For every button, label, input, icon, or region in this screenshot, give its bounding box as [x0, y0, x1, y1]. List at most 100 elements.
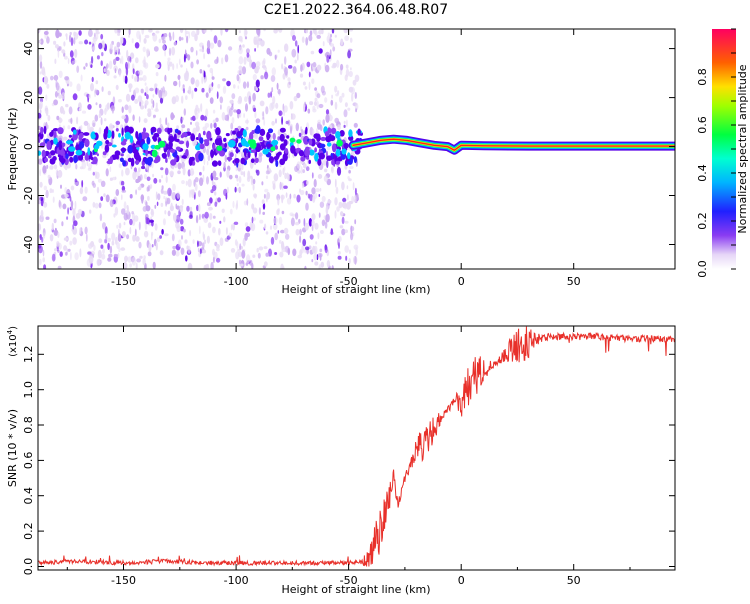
noise-speckle: [98, 238, 103, 244]
noise-speckle: [212, 215, 216, 219]
noise-speckle: [71, 60, 75, 65]
band-blob: [255, 143, 262, 153]
noise-speckle: [337, 124, 341, 131]
noise-speckle: [69, 196, 72, 202]
noise-speckle: [196, 29, 200, 36]
noise-speckle: [302, 169, 306, 174]
noise-speckle: [297, 254, 303, 259]
noise-speckle: [245, 126, 249, 131]
noise-speckle: [84, 186, 88, 194]
band-blob: [69, 156, 74, 163]
noise-speckle: [121, 115, 126, 120]
noise-speckle: [344, 102, 348, 108]
snr-x-axis-label: Height of straight line (km): [281, 583, 430, 596]
band-blob: [64, 157, 69, 166]
band-blob: [308, 159, 312, 164]
noise-speckle: [289, 212, 294, 216]
noise-speckle: [100, 60, 103, 67]
noise-speckle: [252, 184, 255, 191]
noise-speckle: [284, 172, 288, 180]
band-blob: [244, 149, 247, 157]
noise-speckle: [104, 226, 108, 235]
band-blob: [92, 133, 96, 139]
noise-speckle: [317, 232, 320, 240]
noise-speckle: [61, 49, 66, 54]
noise-speckle: [287, 153, 291, 159]
noise-speckle: [142, 75, 147, 82]
noise-speckle: [305, 246, 310, 251]
noise-speckle: [201, 87, 205, 93]
noise-speckle: [229, 99, 234, 104]
noise-speckle: [337, 255, 342, 260]
noise-speckle: [149, 219, 155, 223]
band-blob: [197, 142, 201, 149]
noise-speckle: [197, 247, 200, 253]
noise-speckle: [72, 93, 78, 101]
noise-speckle: [321, 195, 326, 203]
noise-speckle: [245, 262, 249, 266]
band-blob: [267, 128, 274, 134]
band-blob: [286, 135, 290, 139]
noise-speckle: [150, 211, 154, 215]
band-blob: [46, 141, 52, 150]
band-blob: [298, 150, 305, 157]
noise-speckle: [220, 104, 222, 110]
noise-speckle: [105, 232, 108, 241]
noise-speckle: [65, 33, 68, 37]
noise-speckle: [350, 67, 352, 71]
noise-speckle: [183, 108, 186, 116]
noise-speckle: [327, 199, 332, 204]
noise-speckle: [157, 193, 161, 201]
noise-speckle: [244, 222, 249, 227]
band-blob: [234, 127, 239, 132]
noise-speckle: [194, 183, 198, 191]
noise-speckle: [105, 168, 109, 177]
noise-speckle: [53, 40, 57, 45]
noise-speckle: [132, 114, 135, 121]
noise-speckle: [74, 200, 77, 210]
noise-speckle: [303, 218, 306, 227]
noise-speckle: [310, 50, 315, 55]
noise-speckle: [215, 257, 221, 263]
noise-speckle: [258, 246, 264, 251]
band-blob: [250, 158, 255, 163]
noise-speckle: [196, 59, 200, 65]
noise-speckle: [146, 49, 149, 58]
noise-speckle: [83, 66, 86, 70]
noise-speckle: [223, 188, 228, 197]
noise-speckle: [314, 222, 319, 230]
band-blob: [65, 153, 69, 159]
noise-speckle: [116, 224, 119, 229]
band-blob: [181, 155, 188, 159]
colorbar-tick-label: 0.8: [696, 68, 709, 86]
noise-speckle: [341, 201, 347, 209]
noise-speckle: [334, 210, 337, 219]
band-blob: [279, 127, 286, 133]
noise-speckle: [301, 182, 305, 189]
spectrogram-marks: [38, 29, 675, 269]
band-blob: [188, 156, 193, 166]
noise-speckle: [73, 59, 77, 64]
band-blob: [314, 147, 317, 153]
noise-speckle: [304, 86, 308, 90]
noise-speckle: [51, 253, 56, 262]
noise-speckle: [351, 93, 354, 102]
noise-speckle: [285, 192, 288, 198]
noise-speckle: [129, 263, 133, 268]
noise-speckle: [329, 43, 335, 47]
noise-speckle: [131, 38, 134, 44]
noise-speckle: [181, 198, 184, 206]
noise-speckle: [149, 184, 153, 189]
noise-speckle: [128, 83, 133, 89]
band-blob: [190, 133, 196, 142]
noise-speckle: [202, 242, 205, 249]
band-blob: [304, 148, 310, 157]
noise-speckle: [209, 67, 214, 74]
noise-speckle: [324, 64, 330, 73]
noise-speckle: [354, 102, 359, 111]
noise-speckle: [319, 201, 325, 208]
noise-speckle: [43, 76, 49, 85]
noise-speckle: [173, 80, 178, 87]
noise-speckle: [207, 64, 211, 68]
